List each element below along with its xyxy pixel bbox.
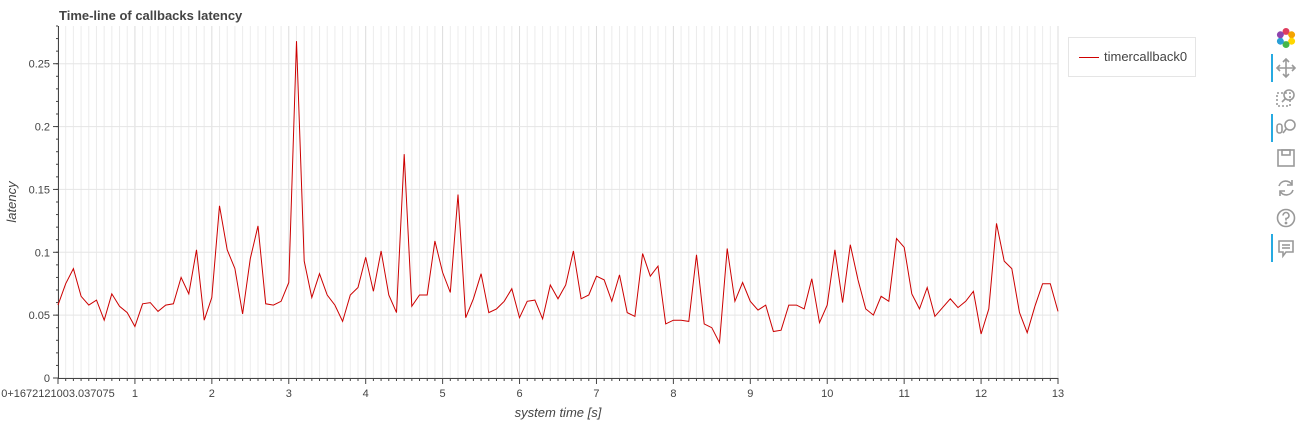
- legend-swatch: [1079, 57, 1099, 58]
- x-tick-label: 7: [593, 388, 599, 400]
- y-tick-label: 0.25: [29, 59, 50, 71]
- x-tick-label: 9: [747, 388, 753, 400]
- x-tick-label: 13: [1052, 388, 1064, 400]
- y-tick-label: 0.05: [29, 310, 50, 322]
- legend-item-label: timercallback0: [1104, 49, 1188, 64]
- x-tick-label: 3: [286, 388, 292, 400]
- hover-icon[interactable]: [1270, 234, 1301, 262]
- wheel-zoom-icon[interactable]: [1270, 114, 1301, 142]
- x-axis-offset-label: 0+1672121003.037075: [1, 388, 114, 400]
- help-icon[interactable]: [1270, 204, 1301, 232]
- legend[interactable]: timercallback0: [1068, 37, 1196, 77]
- x-tick-label: 5: [440, 388, 446, 400]
- y-axis-label: latency: [4, 180, 19, 223]
- series-lines: [57, 41, 1059, 345]
- x-tick-label: 4: [363, 388, 369, 400]
- y-tick-label: 0: [44, 373, 50, 385]
- x-tick-label: 10: [821, 388, 833, 400]
- x-tick-label: 1: [132, 388, 138, 400]
- save-icon[interactable]: [1270, 144, 1301, 172]
- bokeh-logo-icon[interactable]: [1270, 24, 1301, 52]
- pan-icon[interactable]: [1270, 54, 1301, 82]
- x-tick-label: 6: [516, 388, 522, 400]
- series-line-timercallback0: [57, 41, 1059, 345]
- y-axis-ticks: 0 0.05 0.1 0.15 0.2 0.25: [29, 25, 58, 385]
- x-tick-label: 11: [898, 388, 909, 400]
- box-zoom-icon[interactable]: [1270, 84, 1301, 112]
- x-tick-label: 12: [975, 388, 987, 400]
- x-axis-ticks: 1 2 3 4 5 6 7 8 9 10 11 12 13: [57, 378, 1064, 400]
- reset-icon[interactable]: [1270, 174, 1301, 202]
- x-tick-label: 2: [209, 388, 215, 400]
- y-tick-label: 0.1: [35, 247, 50, 259]
- x-tick-label: 8: [670, 388, 676, 400]
- y-tick-label: 0.2: [35, 122, 50, 134]
- grid: [57, 26, 1059, 379]
- x-axis-label: system time [s]: [515, 405, 602, 420]
- y-tick-label: 0.15: [29, 184, 50, 196]
- chart-title: Time-line of callbacks latency: [59, 8, 243, 23]
